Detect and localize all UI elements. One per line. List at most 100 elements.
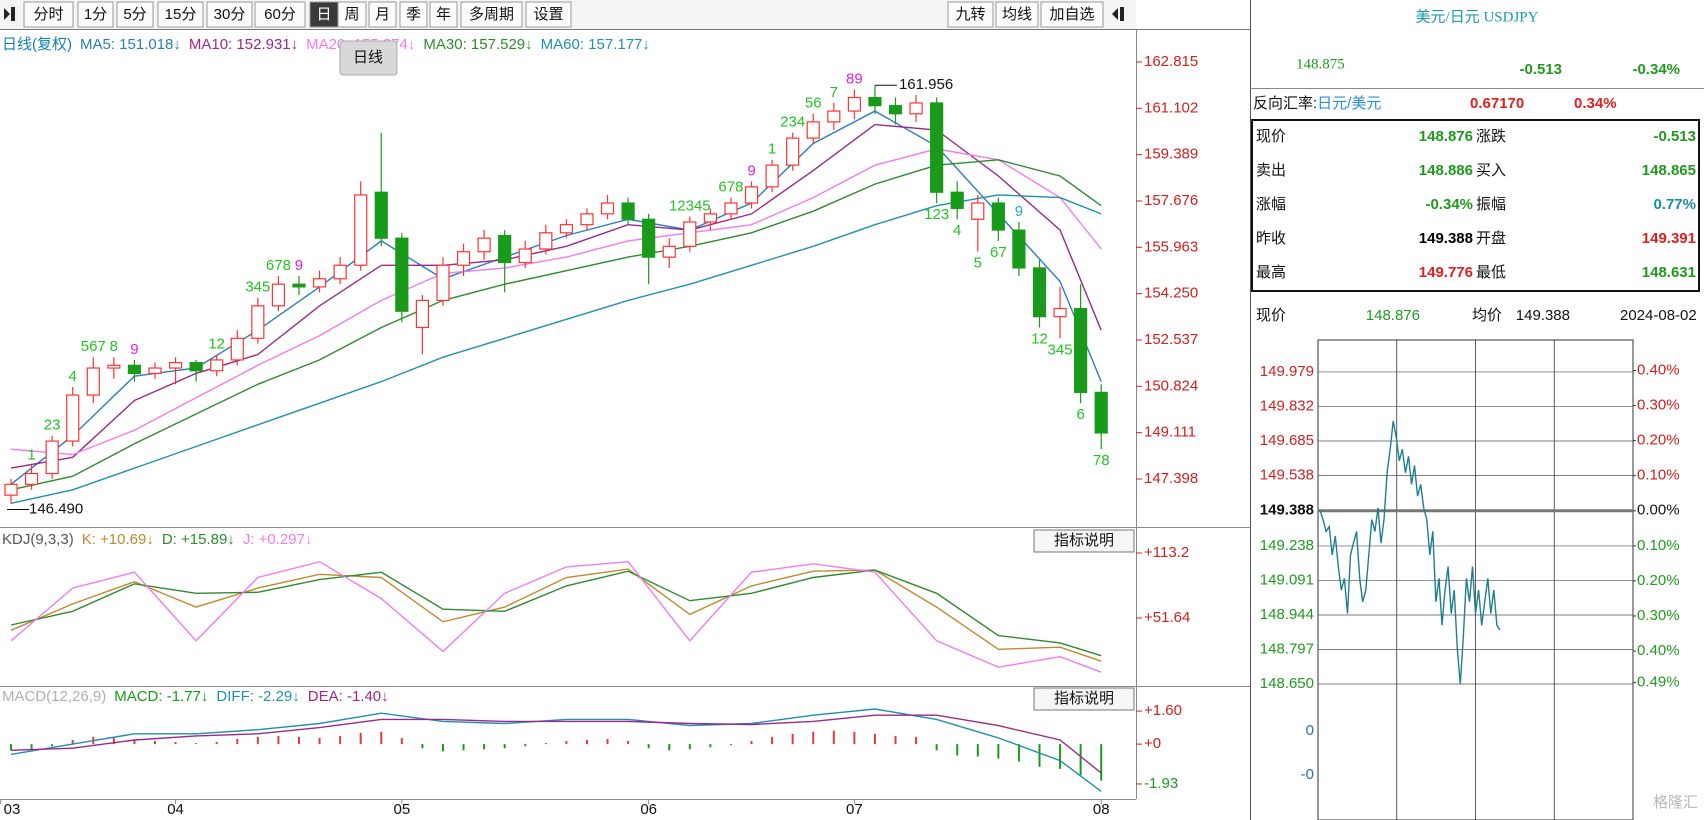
indicator-help-label[interactable]: 指标说明 xyxy=(1054,690,1114,707)
legend-entry: MA60: 157.177↓ xyxy=(541,36,650,53)
indicator-help-button[interactable] xyxy=(1033,687,1135,711)
toolbar-button-label[interactable]: 月 xyxy=(375,6,390,23)
toolbar-button[interactable] xyxy=(399,1,428,28)
toolbar-button[interactable] xyxy=(995,1,1039,28)
candle-body xyxy=(1053,307,1067,318)
candle-body xyxy=(456,251,471,266)
toolbar-button-label[interactable]: 季 xyxy=(406,6,421,23)
td-count: 9 xyxy=(1015,203,1023,220)
quote-field-label: 卖出 xyxy=(1256,162,1286,179)
quote-field-value: -0.513 xyxy=(1653,128,1696,145)
toolbar-button-label[interactable]: 设置 xyxy=(533,6,563,23)
quote-field-label: 开盘 xyxy=(1476,229,1506,247)
quote-field-value: -0.34% xyxy=(1425,196,1473,213)
candle-body xyxy=(230,337,244,361)
toolbar-button[interactable] xyxy=(460,1,523,28)
prev-icon[interactable] xyxy=(4,8,10,20)
y2-tick-label: 0.20% xyxy=(1637,432,1680,449)
legend-entry: 日线(复权) xyxy=(2,35,72,53)
next-icon[interactable] xyxy=(1112,8,1118,20)
toolbar-button[interactable] xyxy=(429,1,458,28)
candle-body xyxy=(498,234,512,264)
td-count: 7 xyxy=(830,84,838,101)
next-icon-bar[interactable] xyxy=(1120,7,1124,21)
candle-body xyxy=(251,305,265,339)
x-tick-label: 07 xyxy=(846,801,863,818)
toolbar-button-label[interactable]: 周 xyxy=(344,6,359,23)
intraday-header: 148.876 xyxy=(1366,307,1420,324)
line-series xyxy=(10,569,1102,657)
y2-tick-label: 0.40% xyxy=(1637,642,1680,659)
legend-entry: DIFF: -2.29↓ xyxy=(216,688,299,705)
toolbar-button[interactable] xyxy=(368,1,397,28)
toolbar-button[interactable] xyxy=(157,1,204,28)
toolbar-button[interactable] xyxy=(337,1,367,28)
candle-body xyxy=(600,202,615,215)
toolbar-button[interactable] xyxy=(254,1,306,28)
td-count: 345 xyxy=(1048,341,1073,358)
indicator-help-button[interactable] xyxy=(1033,529,1135,553)
toolbar-button-label[interactable]: 九转 xyxy=(955,6,985,23)
y-tick-label: 148.650 xyxy=(1260,675,1314,692)
toolbar-button[interactable] xyxy=(206,1,253,28)
candle-body xyxy=(662,245,676,258)
intraday-header: 2024-08-02 xyxy=(1620,307,1697,324)
candle-body xyxy=(210,359,224,372)
x-tick-label: 06 xyxy=(640,801,657,818)
y-tick-label: 150.824 xyxy=(1144,377,1198,394)
toolbar-button-label[interactable]: 分时 xyxy=(33,6,63,23)
candle-body xyxy=(1074,307,1088,393)
toolbar-button[interactable] xyxy=(77,1,114,28)
candle-body xyxy=(1012,229,1026,269)
candle-body xyxy=(786,137,800,166)
toolbar-button[interactable] xyxy=(23,1,74,28)
toolbar-button-label[interactable]: 年 xyxy=(436,6,451,23)
td-count: 678 xyxy=(718,179,743,196)
toolbar-button[interactable] xyxy=(947,1,994,28)
y-tick-label: 159.389 xyxy=(1144,146,1198,163)
td-count: 9 xyxy=(747,162,755,179)
low-label: 146.490 xyxy=(29,501,83,518)
td-count: 5 xyxy=(974,255,982,272)
td-count: 56 xyxy=(805,95,822,112)
y-tick-label: 147.398 xyxy=(1144,470,1198,487)
intraday-header: 均价 xyxy=(1472,307,1502,324)
y2-tick-label: 0.20% xyxy=(1637,572,1680,589)
candle-body xyxy=(333,264,347,280)
toolbar-button-label[interactable]: 多周期 xyxy=(469,6,514,23)
y-tick-label: 162.815 xyxy=(1144,53,1198,70)
indicator-help-label[interactable]: 指标说明 xyxy=(1054,532,1114,549)
toolbar-button-label[interactable]: 60分 xyxy=(264,6,296,23)
candle-body xyxy=(354,194,368,266)
toolbar-button[interactable] xyxy=(525,1,572,28)
legend-entry: MACD: -1.77↓ xyxy=(114,688,208,705)
x-tick-label: 04 xyxy=(167,801,184,818)
toolbar-button-label[interactable]: 均线 xyxy=(1002,6,1032,23)
legend-entry: K: +10.69↓ xyxy=(82,531,154,548)
toolbar-button-label[interactable]: 1分 xyxy=(84,6,107,23)
candle-body xyxy=(580,213,594,226)
toolbar-button-label[interactable]: 5分 xyxy=(123,6,146,23)
legend-entry: MA10: 152.931↓ xyxy=(189,36,298,53)
candle-body xyxy=(24,472,39,485)
y-tick-label: 157.676 xyxy=(1144,192,1198,209)
toolbar-button[interactable] xyxy=(1040,1,1104,28)
toolbar-button-label[interactable]: 30分 xyxy=(214,6,246,23)
y-tick-label: 148.797 xyxy=(1260,640,1314,657)
y-tick-label: 149.388 xyxy=(1260,502,1314,519)
td-count: 4 xyxy=(69,368,77,385)
td-count: 12345 xyxy=(669,198,711,215)
prev-icon-bar[interactable] xyxy=(11,7,15,21)
x-tick-label: 05 xyxy=(393,801,410,818)
toolbar-button[interactable] xyxy=(116,1,154,28)
quote-field-value: 148.876 xyxy=(1419,128,1473,145)
toolbar-button-label[interactable]: 日 xyxy=(316,6,331,23)
y2-tick-label: 0.30% xyxy=(1637,607,1680,624)
toolbar-button-label[interactable]: 加自选 xyxy=(1049,6,1094,23)
toolbar-button-label[interactable]: 15分 xyxy=(165,6,197,23)
candle-body xyxy=(45,440,59,475)
candle-body xyxy=(642,218,656,258)
reverse-pair[interactable]: 日元/美元 xyxy=(1317,95,1381,112)
quote-field-label: 最低 xyxy=(1476,264,1506,281)
